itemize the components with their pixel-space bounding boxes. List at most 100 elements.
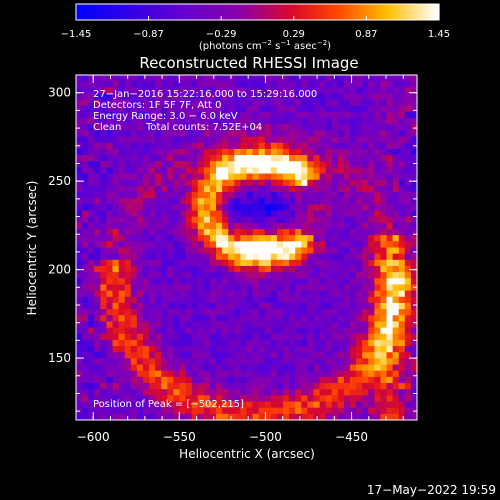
heatmap-cell	[386, 253, 394, 261]
heatmap-cell	[179, 370, 187, 378]
heatmap-cell	[246, 247, 253, 255]
heatmap-cell	[76, 136, 83, 144]
heatmap-cell	[106, 247, 113, 255]
heatmap-cell	[410, 204, 418, 211]
heatmap-cell	[289, 296, 296, 304]
heatmap-cell	[161, 161, 168, 168]
heatmap-cell	[331, 278, 339, 285]
heatmap-cell	[386, 346, 394, 353]
heatmap-cell	[276, 81, 284, 88]
heatmap-cell	[283, 173, 290, 181]
heatmap-cell	[258, 413, 266, 421]
heatmap-cell	[362, 290, 369, 298]
heatmap-cell	[246, 401, 253, 409]
heatmap-cell	[167, 161, 174, 168]
heatmap-cell	[301, 198, 308, 205]
heatmap-cell	[149, 235, 156, 242]
heatmap-cell	[216, 315, 223, 322]
heatmap-cell	[307, 259, 314, 267]
heatmap-cell	[331, 389, 339, 396]
heatmap-cell	[112, 376, 120, 384]
heatmap-cell	[94, 235, 101, 242]
heatmap-cell	[410, 185, 418, 193]
heatmap-cell	[130, 142, 138, 150]
heatmap-cell	[118, 216, 126, 224]
colorbar-segment	[266, 4, 271, 20]
heatmap-cell	[118, 198, 126, 205]
colorbar-segment	[230, 4, 234, 20]
heatmap-cell	[124, 401, 132, 409]
heatmap-cell	[76, 272, 83, 279]
heatmap-cell	[240, 111, 247, 119]
colorbar-segment	[275, 4, 280, 20]
heatmap-cell	[118, 333, 126, 341]
heatmap-cell	[118, 272, 126, 279]
heatmap-cell	[392, 315, 400, 322]
heatmap-cell	[283, 210, 290, 218]
heatmap-cell	[252, 413, 260, 421]
heatmap-cell	[106, 130, 113, 138]
heatmap-cell	[191, 179, 199, 187]
heatmap-cell	[167, 241, 174, 248]
heatmap-cell	[307, 161, 314, 168]
heatmap-cell	[276, 253, 284, 261]
heatmap-cell	[155, 148, 162, 156]
heatmap-cell	[404, 142, 412, 150]
heatmap-cell	[136, 339, 144, 347]
heatmap-cell	[197, 111, 205, 119]
heatmap-cell	[179, 241, 187, 248]
heatmap-cell	[228, 118, 235, 125]
heatmap-cell	[197, 124, 205, 131]
heatmap-cell	[325, 155, 333, 162]
heatmap-cell	[350, 130, 357, 138]
heatmap-cell	[258, 185, 266, 193]
heatmap-cell	[155, 192, 162, 199]
heatmap-cell	[88, 302, 95, 310]
heatmap-cell	[289, 265, 296, 273]
heatmap-cell	[258, 198, 266, 205]
heatmap-cell	[216, 284, 223, 292]
heatmap-cell	[234, 327, 241, 335]
heatmap-cell	[252, 253, 260, 261]
heatmap-cell	[270, 259, 278, 267]
heatmap-cell	[173, 309, 180, 316]
heatmap-cell	[313, 383, 320, 390]
heatmap-cell	[356, 204, 363, 211]
heatmap-cell	[295, 167, 302, 174]
heatmap-cell	[337, 93, 345, 101]
heatmap-cell	[136, 216, 144, 224]
heatmap-cell	[240, 339, 247, 347]
heatmap-cell	[209, 309, 217, 316]
heatmap-cell	[386, 321, 394, 328]
heatmap-cell	[404, 124, 412, 131]
heatmap-cell	[173, 290, 180, 298]
heatmap-cell	[240, 148, 247, 156]
heatmap-cell	[368, 222, 375, 230]
heatmap-cell	[106, 167, 113, 174]
heatmap-cell	[228, 383, 235, 390]
heatmap-cell	[222, 142, 229, 150]
heatmap-cell	[325, 333, 333, 341]
heatmap-cell	[149, 204, 156, 211]
heatmap-cell	[149, 81, 156, 88]
heatmap-cell	[283, 401, 290, 409]
heatmap-cell	[228, 87, 235, 94]
heatmap-cell	[368, 198, 375, 205]
heatmap-cell	[380, 265, 387, 273]
heatmap-cell	[331, 315, 339, 322]
heatmap-cell	[100, 247, 107, 255]
heatmap-cell	[197, 185, 205, 193]
colorbar-segment	[236, 4, 240, 20]
heatmap-cell	[167, 383, 174, 390]
heatmap-cell	[410, 210, 418, 218]
heatmap-cell	[410, 229, 418, 236]
heatmap-cell	[331, 229, 339, 236]
heatmap-cell	[173, 148, 180, 156]
heatmap-cell	[191, 173, 199, 181]
heatmap-cell	[197, 229, 205, 236]
heatmap-cell	[76, 364, 83, 372]
heatmap-cell	[350, 339, 357, 347]
heatmap-cell	[270, 383, 278, 390]
heatmap-cell	[88, 358, 95, 365]
colorbar-segment	[378, 4, 383, 20]
